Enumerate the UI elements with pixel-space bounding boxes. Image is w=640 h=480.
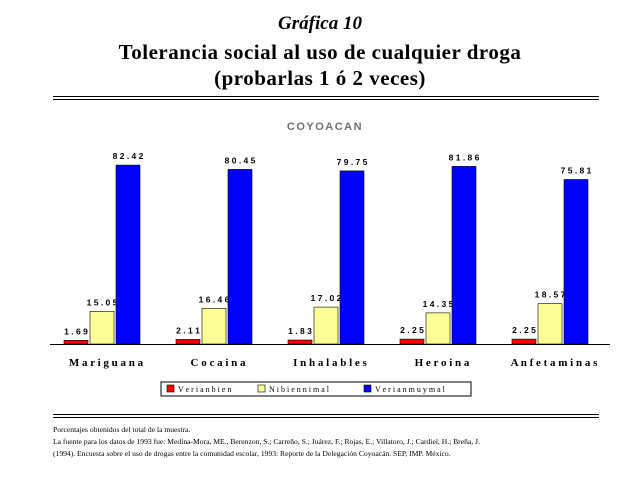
data-label: 8 2 . 4 2 — [113, 151, 144, 161]
legend-label-1: V e r i a n b i e n — [178, 385, 231, 394]
chart-subtitle: COYOACAN — [287, 121, 363, 133]
legend-frame — [160, 381, 472, 397]
x-tick-label: H e r o i n a — [415, 357, 470, 369]
bar-3-3 — [339, 170, 365, 345]
bar-2-2 — [201, 307, 227, 345]
data-label: 1 . 6 9 — [64, 326, 88, 336]
x-tick-labels: M a r i g u a n a C o c a i n a I n h a l … — [69, 357, 598, 369]
chart-title-line2: (probarlas 1 ó 2 veces) — [214, 66, 426, 90]
x-tick-label: I n h a l a b l e s — [293, 357, 367, 369]
data-label: 7 5 . 8 1 — [561, 166, 592, 176]
data-label: 7 9 . 7 5 — [337, 157, 368, 167]
data-label: 2 . 2 5 — [512, 325, 536, 335]
legend-label-2: N i b i e n n i m a l — [269, 385, 330, 394]
bar-1-2 — [175, 339, 201, 345]
x-tick-label: A n f e t a m i n a s — [511, 357, 599, 369]
data-label: 2 . 2 5 — [400, 325, 424, 335]
data-label: 1 4 . 3 5 — [423, 299, 454, 309]
data-label: 1 8 . 5 7 — [535, 290, 566, 300]
note-line-1: Porcentajes obtenidos del total de la mu… — [53, 425, 191, 434]
bars-group: 1 . 6 9 1 5 . 0 5 8 2 . 4 2 2 . 1 1 1 6 . 4 … — [63, 151, 592, 345]
chart-kicker: Gráfica 10 — [278, 13, 362, 34]
bar-1-5 — [511, 338, 537, 345]
note-line-2: La fuente para los datos de 1993 fue: Me… — [53, 437, 480, 446]
bar-3-4 — [451, 166, 477, 345]
bar-2-3 — [313, 306, 339, 345]
data-label: 2 . 1 1 — [176, 325, 200, 335]
bar-3-5 — [563, 179, 589, 345]
bar-chart: COYOACAN 1 . 6 9 1 5 . 0 5 8 2 . 4 2 2 . 1 … — [50, 121, 610, 397]
bar-2-5 — [537, 303, 563, 345]
legend-label-3: V e r i a n m u y m a l — [375, 385, 446, 394]
data-label: 1 6 . 4 6 — [199, 294, 230, 304]
bottom-rule-lower — [53, 417, 599, 418]
data-label: 1 . 8 3 — [288, 326, 312, 336]
bar-3-2 — [227, 169, 253, 345]
x-tick-label: M a r i g u a n a — [69, 357, 144, 369]
data-label: 1 5 . 0 5 — [87, 297, 118, 307]
bar-1-1 — [63, 339, 89, 345]
bar-3-1 — [115, 164, 141, 345]
bar-2-1 — [89, 310, 115, 345]
bottom-rule-upper — [53, 414, 599, 415]
legend-swatch-3 — [363, 384, 372, 393]
x-tick-label: C o c a i n a — [191, 357, 247, 369]
note-line-3: (1994). Encuesta sobre el uso de drogas … — [53, 449, 451, 458]
data-label: 8 0 . 4 5 — [225, 155, 256, 165]
bar-1-4 — [399, 338, 425, 345]
bar-1-3 — [287, 339, 313, 345]
data-label: 8 1 . 8 6 — [449, 152, 480, 162]
legend-swatch-2 — [257, 384, 266, 393]
top-rule-upper — [53, 96, 599, 97]
data-label: 1 7 . 0 2 — [311, 293, 342, 303]
bar-2-4 — [425, 312, 451, 345]
legend-swatch-1 — [166, 384, 175, 393]
top-rule-lower — [53, 99, 599, 100]
chart-title-line1: Tolerancia social al uso de cualquier dr… — [118, 40, 522, 64]
